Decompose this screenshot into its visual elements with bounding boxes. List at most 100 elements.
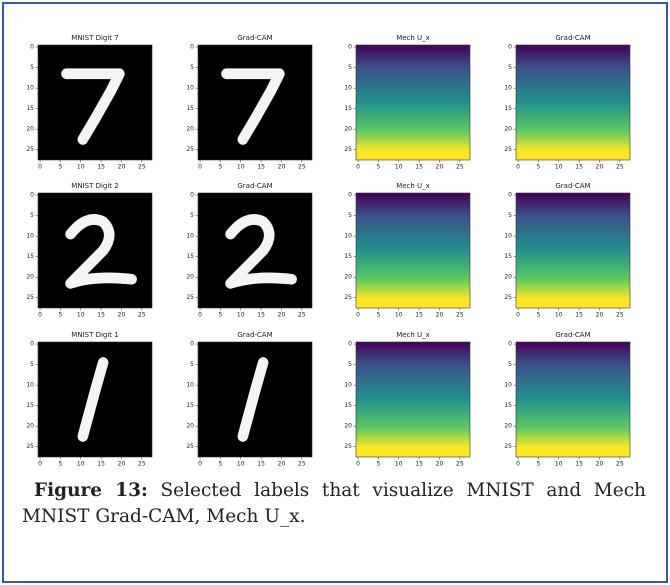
y-tick-label: 15 — [344, 105, 352, 112]
y-tick-label: 0 — [30, 341, 34, 348]
y-tick-label: 20 — [186, 423, 194, 430]
x-tick-label: 10 — [237, 312, 245, 319]
panel-title: Mech U_x — [396, 34, 430, 42]
y-tick-label: 5 — [30, 361, 34, 368]
x-tick-label: 0 — [38, 461, 42, 468]
x-tick-label: 25 — [456, 461, 464, 468]
heatmap — [516, 193, 630, 308]
x-tick-label: 0 — [38, 164, 42, 171]
y-tick-label: 25 — [344, 146, 352, 153]
panel-title: MNIST Digit 2 — [71, 182, 118, 190]
panel-title: MNIST Digit 7 — [71, 34, 118, 42]
x-tick-label: 15 — [97, 461, 105, 468]
x-tick-label: 15 — [415, 461, 423, 468]
x-tick-label: 10 — [555, 461, 563, 468]
x-tick-label: 10 — [77, 164, 85, 171]
x-tick-label: 25 — [298, 164, 306, 171]
y-tick-label: 5 — [508, 64, 512, 71]
y-tick-label: 10 — [344, 85, 352, 92]
x-tick-label: 15 — [575, 461, 583, 468]
x-tick-label: 10 — [237, 461, 245, 468]
y-tick-label: 10 — [26, 85, 34, 92]
y-tick-label: 15 — [504, 402, 512, 409]
panel-title: Grad-CAM — [237, 182, 272, 190]
y-tick-label: 15 — [504, 253, 512, 260]
y-tick-label: 20 — [344, 423, 352, 430]
x-tick-label: 25 — [138, 312, 146, 319]
y-tick-label: 25 — [504, 146, 512, 153]
x-tick-label: 25 — [298, 312, 306, 319]
x-tick-label: 0 — [516, 312, 520, 319]
panel-title: Mech U_x — [396, 331, 430, 339]
x-tick-label: 10 — [395, 312, 403, 319]
x-tick-label: 0 — [38, 312, 42, 319]
x-tick-label: 25 — [616, 164, 624, 171]
x-tick-label: 0 — [516, 164, 520, 171]
heatmap — [356, 193, 470, 308]
y-tick-label: 10 — [186, 233, 194, 240]
x-tick-label: 0 — [198, 461, 202, 468]
y-tick-label: 15 — [344, 253, 352, 260]
y-tick-label: 20 — [186, 274, 194, 281]
y-tick-label: 15 — [186, 402, 194, 409]
y-tick-label: 0 — [348, 341, 352, 348]
y-tick-label: 0 — [348, 192, 352, 199]
panel-title: Grad-CAM — [237, 331, 272, 339]
y-tick-label: 15 — [504, 105, 512, 112]
y-tick-label: 25 — [344, 294, 352, 301]
x-tick-label: 10 — [555, 312, 563, 319]
x-tick-label: 0 — [198, 164, 202, 171]
y-tick-label: 25 — [186, 146, 194, 153]
x-tick-label: 20 — [596, 461, 604, 468]
y-tick-label: 10 — [26, 382, 34, 389]
caption: Figure 13: Selected labels that visualiz… — [22, 478, 646, 530]
y-tick-label: 5 — [348, 361, 352, 368]
y-tick-label: 25 — [186, 294, 194, 301]
x-tick-label: 20 — [596, 164, 604, 171]
x-tick-label: 5 — [536, 312, 540, 319]
y-tick-label: 20 — [504, 274, 512, 281]
y-tick-label: 5 — [508, 212, 512, 219]
x-tick-label: 15 — [97, 312, 105, 319]
x-tick-label: 5 — [376, 312, 380, 319]
x-tick-label: 5 — [58, 461, 62, 468]
x-tick-label: 15 — [97, 164, 105, 171]
x-tick-label: 20 — [436, 164, 444, 171]
y-tick-label: 5 — [190, 212, 194, 219]
heatmap — [516, 45, 630, 160]
y-tick-label: 5 — [190, 361, 194, 368]
y-tick-label: 15 — [26, 105, 34, 112]
y-tick-label: 25 — [186, 443, 194, 450]
panel-title: Grad-CAM — [555, 331, 590, 339]
y-tick-label: 5 — [348, 64, 352, 71]
x-tick-label: 5 — [218, 312, 222, 319]
x-tick-label: 20 — [118, 164, 126, 171]
y-tick-label: 25 — [504, 294, 512, 301]
y-tick-label: 15 — [344, 402, 352, 409]
y-tick-label: 10 — [504, 85, 512, 92]
caption-label: Figure 13: — [34, 480, 148, 501]
y-tick-label: 5 — [348, 212, 352, 219]
heatmap — [356, 342, 470, 457]
y-tick-label: 15 — [186, 253, 194, 260]
x-tick-label: 10 — [555, 164, 563, 171]
x-tick-label: 10 — [237, 164, 245, 171]
panel-title: Grad-CAM — [237, 34, 272, 42]
panel-title: Grad-CAM — [555, 182, 590, 190]
x-tick-label: 5 — [376, 164, 380, 171]
x-tick-label: 20 — [278, 461, 286, 468]
x-tick-label: 20 — [118, 312, 126, 319]
image-background — [198, 45, 312, 160]
y-tick-label: 10 — [504, 382, 512, 389]
x-tick-label: 20 — [436, 312, 444, 319]
x-tick-label: 20 — [596, 312, 604, 319]
x-tick-label: 5 — [58, 312, 62, 319]
x-tick-label: 15 — [415, 312, 423, 319]
y-tick-label: 15 — [26, 402, 34, 409]
x-tick-label: 20 — [118, 461, 126, 468]
x-tick-label: 15 — [257, 461, 265, 468]
x-tick-label: 5 — [218, 461, 222, 468]
x-tick-label: 20 — [436, 461, 444, 468]
y-tick-label: 0 — [190, 341, 194, 348]
panel-title: Grad-CAM — [555, 34, 590, 42]
